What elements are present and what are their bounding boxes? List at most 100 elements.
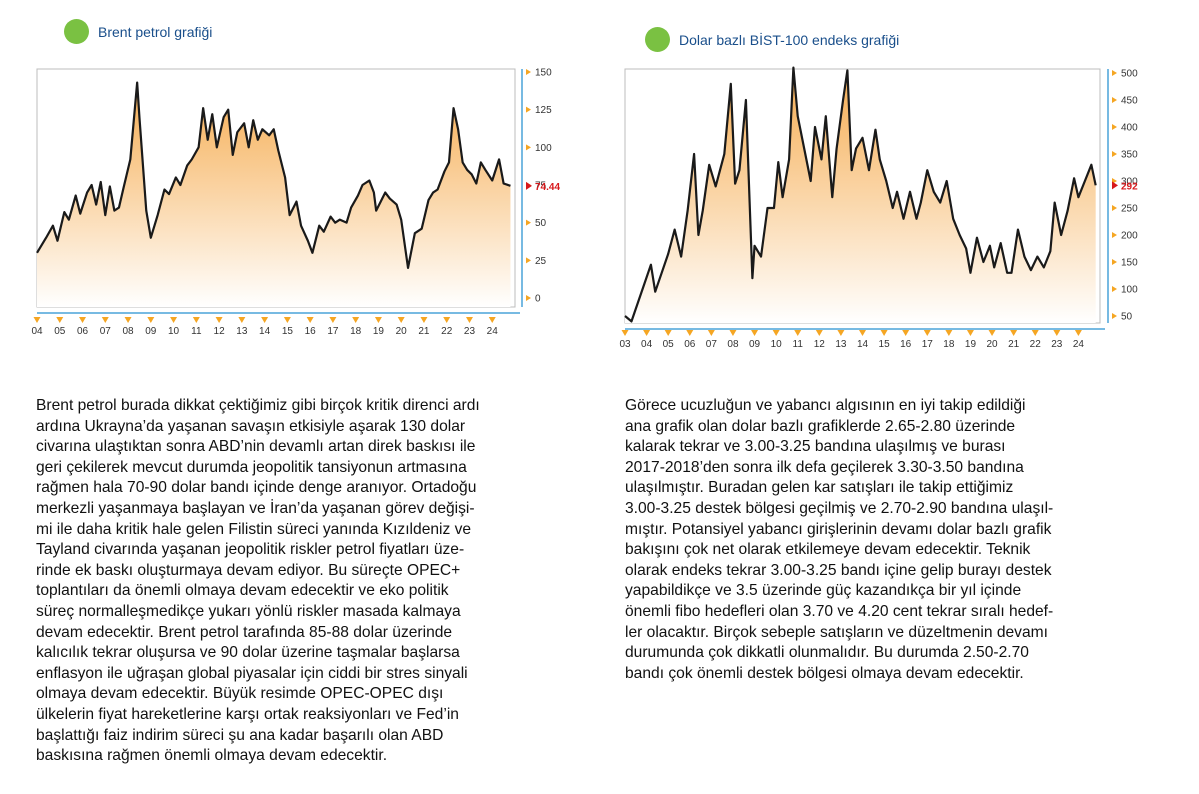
x-tick-label: 06 (77, 326, 89, 337)
y-tick-marker (1112, 97, 1117, 103)
y-tick-label: 100 (535, 143, 552, 154)
x-tick-marker (283, 317, 291, 323)
bist-chart-title: Dolar bazlı BİST-100 endeks grafiği (679, 31, 900, 48)
x-tick-label: 10 (168, 326, 180, 337)
x-tick-label: 18 (943, 339, 955, 350)
x-tick-label: 07 (100, 326, 112, 337)
y-tick-label: 50 (535, 218, 547, 229)
x-tick-marker (729, 330, 737, 336)
x-tick-label: 12 (814, 339, 826, 350)
y-tick-label: 300 (1121, 177, 1138, 188)
x-tick-label: 22 (1030, 339, 1042, 350)
x-tick-label: 23 (1051, 339, 1063, 350)
x-tick-marker (751, 330, 759, 336)
x-tick-label: 09 (145, 326, 157, 337)
y-tick-label: 75 (535, 181, 547, 192)
x-tick-marker (124, 317, 132, 323)
x-tick-label: 13 (236, 326, 248, 337)
x-tick-label: 04 (31, 326, 43, 337)
y-tick-label: 125 (535, 105, 552, 116)
y-tick-label: 350 (1121, 150, 1138, 161)
x-tick-label: 17 (327, 326, 339, 337)
x-tick-label: 18 (350, 326, 362, 337)
y-tick-label: 50 (1121, 312, 1133, 323)
x-tick-label: 05 (663, 339, 675, 350)
green-dot-icon (64, 19, 89, 44)
y-tick-marker (1112, 205, 1117, 211)
x-tick-label: 14 (857, 339, 869, 350)
x-tick-label: 21 (1008, 339, 1020, 350)
x-tick-marker (880, 330, 888, 336)
last-value-label: 74.44 (535, 182, 560, 193)
y-tick-marker (526, 219, 531, 226)
x-tick-marker (215, 317, 223, 323)
y-tick-marker (1112, 70, 1117, 76)
x-tick-marker (147, 317, 155, 323)
x-tick-label: 15 (879, 339, 891, 350)
y-tick-label: 250 (1121, 204, 1138, 215)
x-tick-label: 24 (487, 326, 499, 337)
x-tick-marker (1031, 330, 1039, 336)
x-tick-marker (837, 330, 845, 336)
x-tick-marker (238, 317, 246, 323)
series-line (36, 81, 511, 269)
x-tick-marker (1074, 330, 1082, 336)
y-tick-marker (526, 69, 531, 75)
x-tick-marker (988, 330, 996, 336)
x-tick-marker (621, 330, 629, 336)
x-tick-label: 23 (464, 326, 476, 337)
y-tick-marker (1112, 124, 1117, 130)
bist-commentary: Görece ucuzluğun ve yabancı algısının en… (625, 397, 1054, 682)
x-tick-marker (261, 317, 269, 323)
x-tick-label: 13 (835, 339, 847, 350)
y-tick-marker (526, 144, 531, 151)
y-tick-marker (1112, 313, 1117, 319)
x-tick-marker (772, 330, 780, 336)
x-tick-marker (33, 317, 41, 323)
y-tick-marker (526, 257, 531, 264)
last-value-marker (526, 181, 532, 190)
x-tick-label: 12 (214, 326, 226, 337)
brent-chart: 0 25 50 75 100 125 150 04 05 06 07 08 09 10 11 12 13 14 15… (31, 68, 560, 338)
bist-chart: 50 100 150 200 250 300 350 400 450 500 03 04 05 06 07 0… (619, 66, 1138, 350)
x-tick-marker (815, 330, 823, 336)
x-tick-label: 08 (122, 326, 134, 337)
x-tick-label: 21 (418, 326, 430, 337)
x-tick-label: 07 (706, 339, 718, 350)
green-dot-icon (645, 27, 670, 52)
last-value-marker (1112, 181, 1118, 190)
series-line (624, 66, 1097, 323)
x-tick-marker (686, 330, 694, 336)
x-tick-label: 20 (986, 339, 998, 350)
y-tick-label: 450 (1121, 96, 1138, 107)
x-tick-marker (1053, 330, 1061, 336)
x-tick-marker (945, 330, 953, 336)
x-tick-label: 11 (793, 339, 804, 350)
x-tick-label: 14 (259, 326, 271, 337)
brent-commentary: Brent petrol burada dikkat çektiğimiz gi… (36, 397, 480, 765)
x-tick-marker (488, 317, 496, 323)
x-tick-label: 16 (900, 339, 912, 350)
x-tick-marker (420, 317, 428, 323)
x-tick-label: 24 (1073, 339, 1085, 350)
x-tick-marker (306, 317, 314, 323)
brent-chart-title-row: Brent petrol grafiği (64, 19, 212, 44)
bist-chart-title-row: Dolar bazlı BİST-100 endeks grafiği (645, 27, 899, 52)
x-tick-marker (923, 330, 931, 336)
x-tick-marker (859, 330, 866, 336)
x-tick-marker (643, 330, 651, 336)
y-tick-marker (1112, 151, 1117, 157)
y-tick-marker (526, 106, 531, 113)
series-area (37, 82, 511, 308)
x-tick-marker (352, 317, 360, 323)
x-tick-label: 19 (965, 339, 977, 350)
y-tick-label: 25 (535, 256, 547, 267)
y-tick-marker (1112, 259, 1117, 265)
x-tick-marker (465, 317, 473, 323)
x-tick-marker (56, 317, 64, 323)
x-tick-label: 20 (396, 326, 408, 337)
y-tick-marker (1112, 232, 1117, 238)
x-tick-label: 08 (727, 339, 739, 350)
x-tick-label: 03 (619, 339, 631, 350)
y-tick-label: 100 (1121, 285, 1138, 296)
